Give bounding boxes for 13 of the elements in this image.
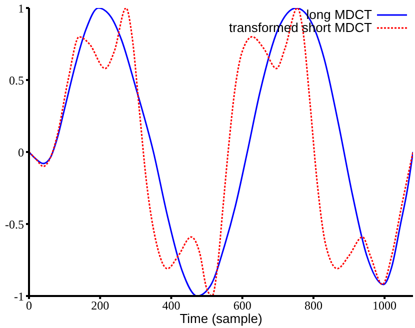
x-tick-label: 1000	[372, 298, 397, 313]
legend-label: long MDCT	[306, 7, 372, 22]
x-tick-label: 200	[91, 298, 110, 313]
x-axis-title: Time (sample)	[180, 311, 262, 326]
y-tick-label: 0	[18, 145, 24, 160]
x-tick-label: 600	[233, 298, 252, 313]
y-tick-label: 0.5	[9, 73, 24, 88]
y-tick-label: -1	[14, 289, 24, 304]
x-tick-label: 400	[162, 298, 180, 313]
y-tick-label: -0.5	[5, 217, 24, 232]
y-tick-label: 1	[18, 1, 24, 16]
line-series	[29, 8, 413, 296]
x-tick-label: 800	[304, 298, 322, 313]
